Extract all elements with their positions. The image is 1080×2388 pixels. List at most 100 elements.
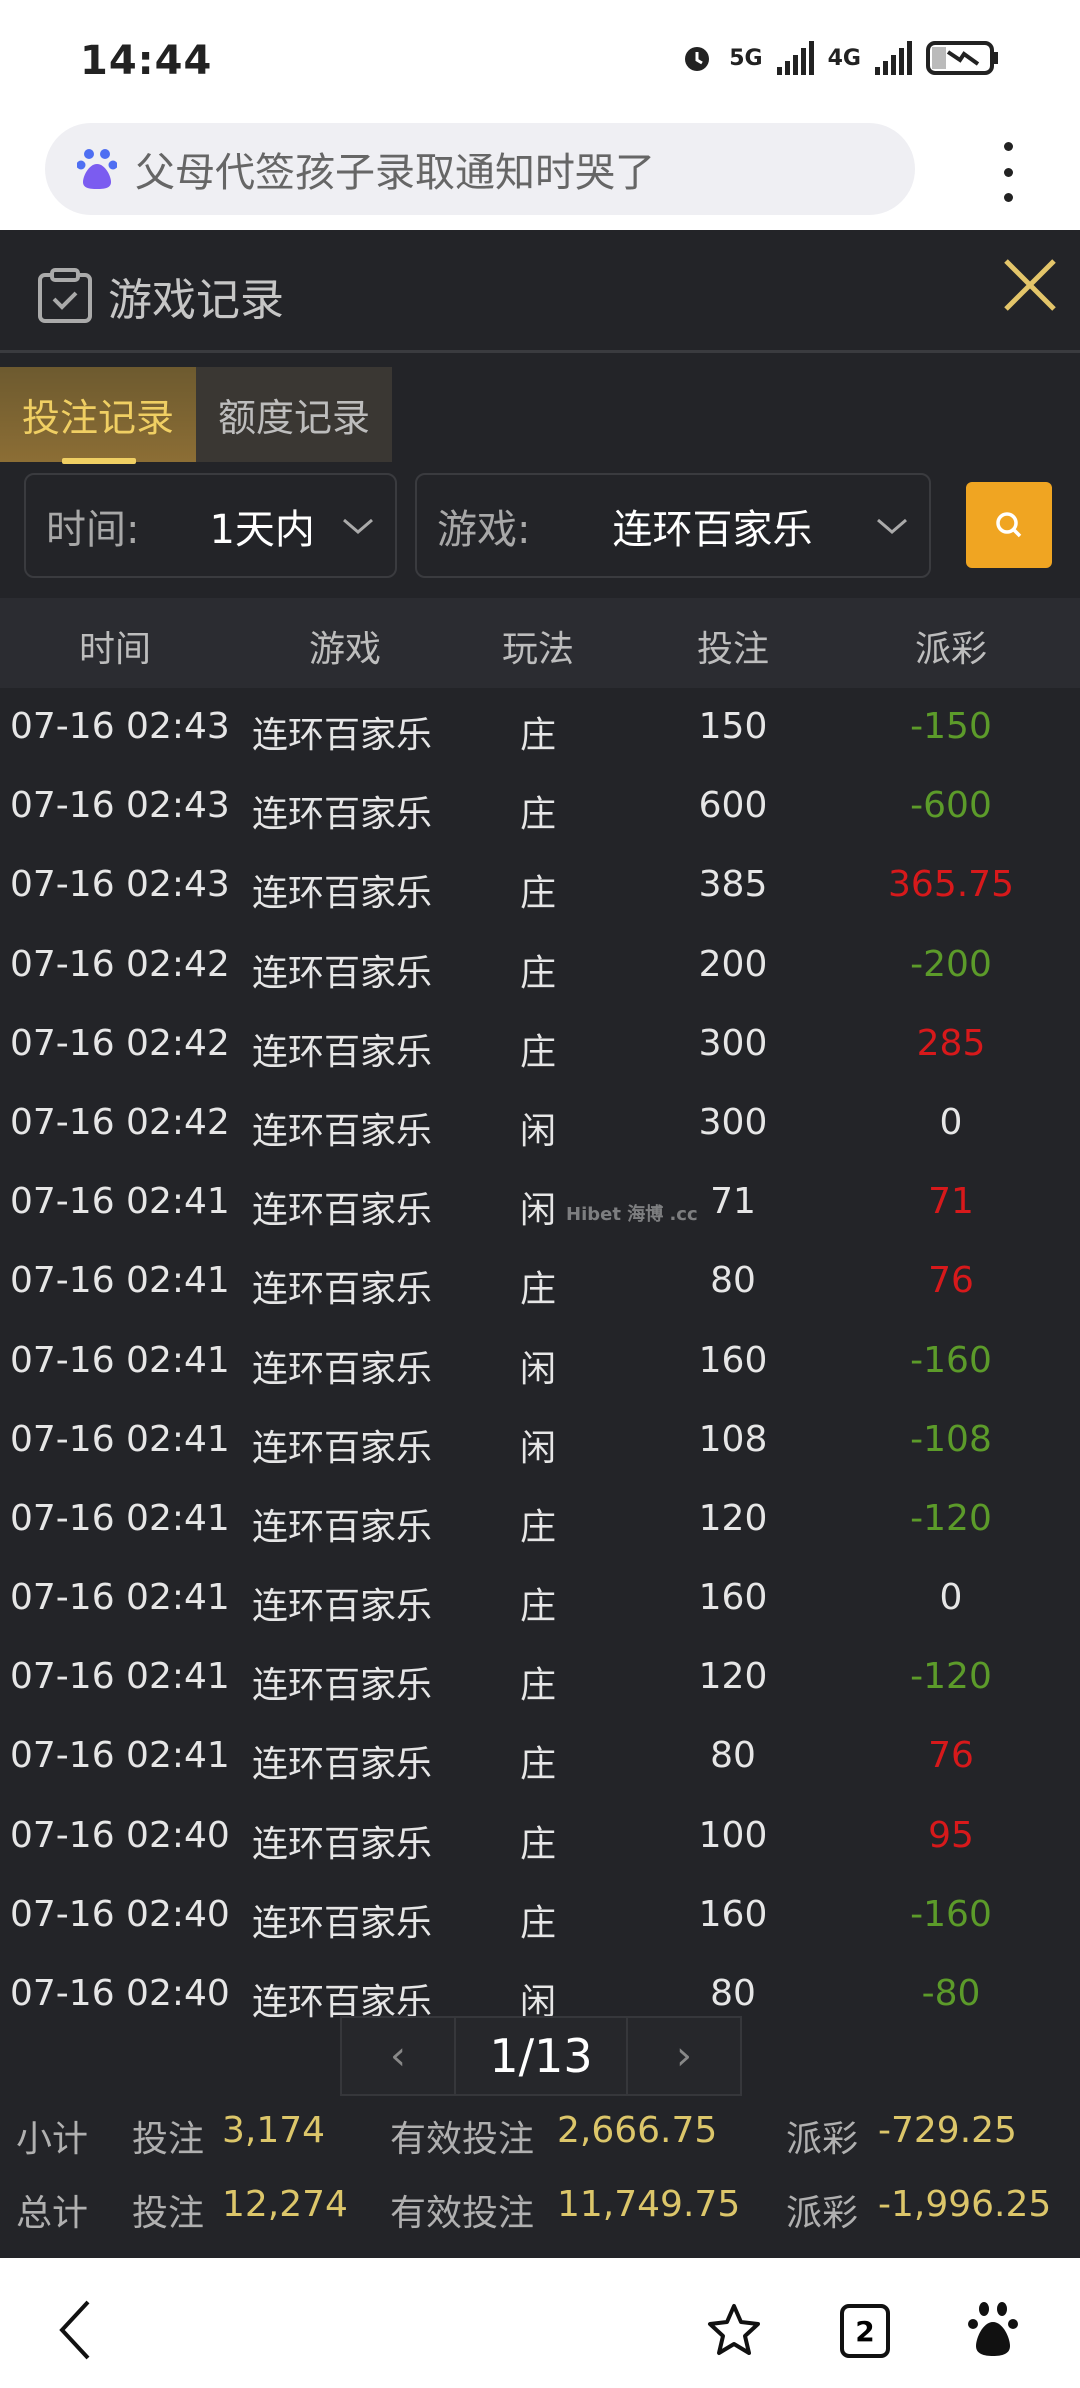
divider [0, 350, 1080, 353]
header-bet: 投注 [696, 629, 770, 670]
cell-payout: -108 [910, 1418, 992, 1460]
cell-bet: 71 [710, 1181, 756, 1223]
cell-bet: 200 [698, 943, 768, 985]
cell-game: 连环百家乐 [252, 715, 433, 756]
cell-play: 庄 [519, 794, 557, 836]
cell-play: 庄 [519, 1269, 557, 1311]
cell-game: 连环百家乐 [252, 1348, 433, 1390]
active-tab-indicator [62, 458, 136, 464]
baidu-paw-icon [77, 149, 117, 189]
more-menu-icon[interactable] [996, 142, 1020, 202]
cell-game: 连环百家乐 [252, 1190, 433, 1232]
total-valid-label: 有效投注 [390, 2193, 535, 2234]
cell-payout: -600 [910, 785, 992, 827]
cell-play: 庄 [519, 1665, 557, 1707]
cell-time: 07-16 02:43 [10, 864, 230, 906]
cell-play: 闲 [519, 1110, 557, 1152]
close-icon[interactable] [1000, 255, 1060, 315]
cell-payout: -120 [910, 1656, 992, 1698]
back-icon[interactable] [58, 2300, 92, 2360]
star-icon[interactable] [706, 2302, 762, 2358]
prev-page-button[interactable]: ‹ [342, 2018, 454, 2094]
cell-time: 07-16 02:42 [10, 943, 230, 985]
table-row: 07-16 02:41 连环百家乐 闲 108 -108 [0, 1401, 1080, 1480]
tabs-button[interactable]: 2 [840, 2304, 890, 2358]
cell-payout: 76 [928, 1735, 974, 1777]
signal-icon [776, 41, 814, 75]
next-page-button[interactable]: › [628, 2018, 740, 2094]
panel-header: 游戏记录 [36, 264, 284, 328]
cell-bet: 80 [710, 1735, 756, 1777]
cell-time: 07-16 02:43 [10, 706, 230, 747]
cell-payout: -160 [910, 1893, 992, 1935]
cell-payout: 0 [939, 1101, 963, 1143]
cell-time: 07-16 02:40 [10, 1973, 230, 2014]
table-row: 07-16 02:41 连环百家乐 庄 80 76 [0, 1242, 1080, 1321]
cell-payout: 365.75 [888, 864, 1014, 906]
table-row: 07-16 02:40 连环百家乐闲 80 -80 [0, 1955, 1080, 2034]
battery-charging-icon [926, 41, 998, 75]
network-4g-label: 4G [827, 45, 861, 71]
cell-payout: 76 [928, 1260, 974, 1302]
subtotal-valid-label: 有效投注 [390, 2119, 535, 2160]
cell-time: 07-16 02:41 [10, 1260, 230, 1302]
table-row: 07-16 02:42 连环百家乐 庄 200 -200 [0, 926, 1080, 1005]
cell-time: 07-16 02:41 [10, 1418, 230, 1460]
clipboard-check-icon [38, 268, 92, 323]
cell-play: 庄 [519, 1031, 557, 1073]
time-filter-label: 时间: [46, 506, 140, 553]
cell-game: 连环百家乐 [252, 1744, 433, 1786]
table-row: 07-16 02:41 连环百家乐 庄 80 76 [0, 1717, 1080, 1796]
cell-play: 庄 [519, 1902, 557, 1944]
total-bet-label: 投注 [132, 2193, 205, 2234]
tab-credit-records[interactable]: 额度记录 [196, 367, 392, 462]
cell-play: 庄 [519, 1506, 557, 1548]
time-filter-select[interactable]: 时间: 1天内 [24, 473, 397, 578]
cell-bet: 300 [698, 1101, 768, 1143]
cell-game: 连环百家乐 [252, 1110, 433, 1152]
cell-bet: 80 [710, 1973, 756, 2014]
total-valid: 11,749.75 [557, 2184, 741, 2225]
cell-bet: 120 [698, 1656, 768, 1698]
baidu-paw-icon[interactable] [968, 2300, 1018, 2360]
cell-payout: 71 [928, 1181, 974, 1223]
subtotal-valid: 2,666.75 [557, 2110, 718, 2151]
cell-play: 闲 [519, 1348, 557, 1390]
cell-bet: 120 [698, 1497, 768, 1539]
cell-bet: 100 [698, 1814, 768, 1856]
watermark: Hibet 海博 .cc [566, 1204, 698, 1225]
subtotal-row: 小计 投注 3,174 有效投注 2,666.75 派彩 -729.25 [16, 2110, 1076, 2160]
cell-play: 庄 [519, 1823, 557, 1865]
browser-bottom-nav: 2 [0, 2258, 1080, 2388]
cell-time: 07-16 02:40 [10, 1893, 230, 1935]
total-bet: 12,274 [222, 2184, 348, 2225]
cell-bet: 80 [710, 1260, 756, 1302]
table-row: 07-16 02:42 连环百家乐 庄 300 285 [0, 1005, 1080, 1084]
cell-game: 连环百家乐 [252, 952, 433, 994]
cell-time: 07-16 02:41 [10, 1339, 230, 1381]
cell-game: 连环百家乐 [252, 1902, 433, 1944]
game-records-panel [0, 230, 1080, 2258]
cell-game: 连环百家乐 [252, 1506, 433, 1548]
cell-game: 连环百家乐 [252, 1031, 433, 1073]
header-play: 玩法 [501, 629, 575, 670]
subtotal-label: 小计 [16, 2119, 89, 2160]
cell-payout: -150 [910, 706, 992, 747]
table-row: 07-16 02:41 连环百家乐 闲 71 71 [0, 1163, 1080, 1242]
table-row: 07-16 02:43 连环百家乐 庄 600 -600 [0, 767, 1080, 846]
cell-time: 07-16 02:41 [10, 1656, 230, 1698]
tab-bet-records[interactable]: 投注记录 [0, 367, 196, 462]
cell-time: 07-16 02:41 [10, 1181, 230, 1223]
total-payout: -1,996.25 [878, 2184, 1052, 2225]
status-icons: 5G 4G [679, 40, 1000, 76]
search-button[interactable] [966, 482, 1052, 568]
cell-time: 07-16 02:41 [10, 1577, 230, 1619]
cell-time: 07-16 02:43 [10, 785, 230, 827]
cell-game: 连环百家乐 [252, 1269, 433, 1311]
table-header: 时间 游戏 玩法 投注 派彩 [0, 598, 1080, 688]
game-filter-select[interactable]: 游戏: 连环百家乐 [415, 473, 931, 578]
table-row: 07-16 02:40 连环百家乐 庄 160 -160 [0, 1876, 1080, 1955]
cell-bet: 300 [698, 1022, 768, 1064]
address-bar[interactable]: 父母代签孩子录取通知时哭了 [45, 123, 915, 215]
search-query: 父母代签孩子录取通知时哭了 [135, 150, 655, 196]
